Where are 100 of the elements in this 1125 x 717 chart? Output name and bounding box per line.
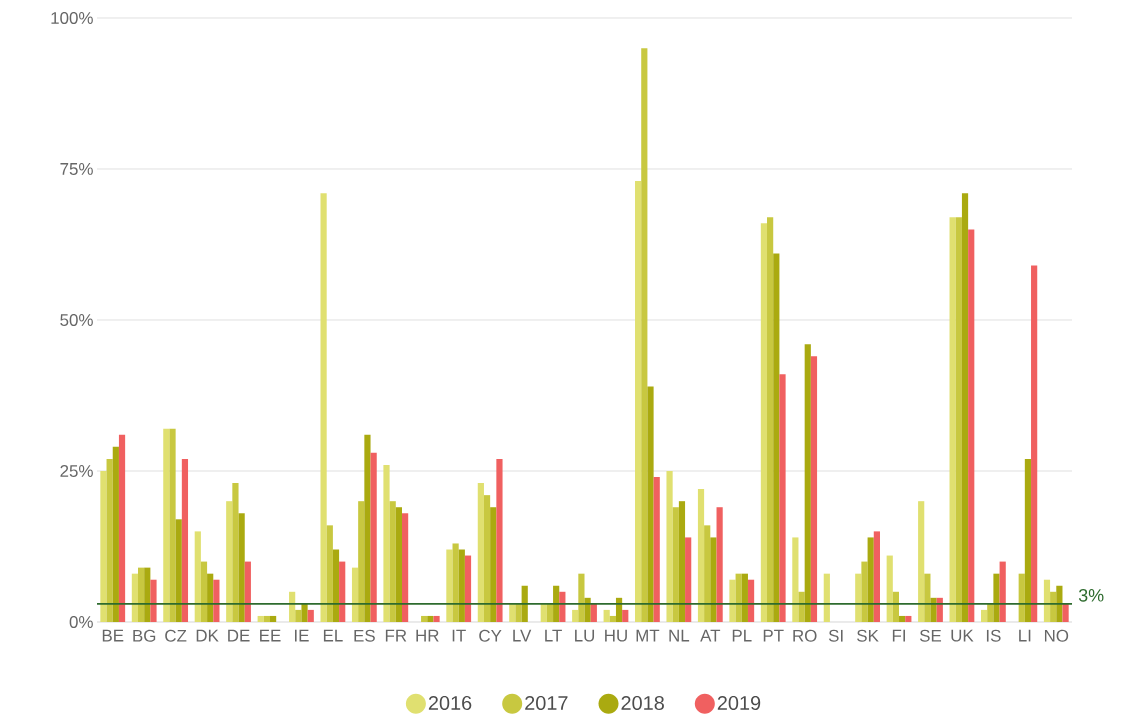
bar xyxy=(427,615,434,622)
x-tick-label: LT xyxy=(545,629,562,642)
x-tick-label: SE xyxy=(919,629,942,642)
bar xyxy=(873,531,880,622)
bar xyxy=(257,615,264,622)
bar xyxy=(181,458,189,622)
bar xyxy=(987,603,994,622)
bar xyxy=(710,537,717,622)
bar xyxy=(855,573,862,622)
bar xyxy=(226,501,233,622)
bar xyxy=(238,513,245,622)
bar xyxy=(244,561,251,622)
bar xyxy=(383,464,390,622)
bar xyxy=(760,223,768,622)
x-tick-label: IT xyxy=(452,629,466,642)
bar xyxy=(163,428,170,622)
x-tick-label: LV xyxy=(513,629,532,642)
bar xyxy=(647,386,654,622)
x-tick-label: HR xyxy=(416,629,439,642)
bar xyxy=(464,555,472,622)
bar xyxy=(968,229,975,622)
bar xyxy=(351,567,359,622)
bar xyxy=(100,470,107,622)
legend-label: 2017 xyxy=(525,695,568,711)
bar xyxy=(635,181,642,622)
bar xyxy=(521,585,528,622)
bar xyxy=(339,561,346,622)
x-tick-label: NL xyxy=(669,629,690,642)
bar xyxy=(421,615,428,622)
bar xyxy=(112,446,119,622)
bar xyxy=(747,579,755,622)
bar xyxy=(446,549,453,622)
bar xyxy=(295,609,302,622)
bar xyxy=(572,609,579,622)
bar xyxy=(578,573,585,622)
legend-label: 2019 xyxy=(717,695,761,711)
bar xyxy=(509,603,516,622)
bar xyxy=(144,567,151,622)
bar xyxy=(810,356,818,622)
x-tick-label: FR xyxy=(385,629,407,642)
x-tick-label: IS xyxy=(986,629,1001,642)
bar xyxy=(653,477,660,622)
bar xyxy=(792,537,799,622)
legend-label: 2018 xyxy=(621,695,664,711)
bar xyxy=(370,452,377,622)
bar xyxy=(949,217,956,622)
bar xyxy=(697,489,705,622)
bar xyxy=(553,585,560,622)
x-tick-label: BG xyxy=(133,629,156,642)
bar xyxy=(603,609,610,622)
legend-label: 2016 xyxy=(428,695,472,711)
bar xyxy=(1043,579,1051,622)
x-tick-label: PL xyxy=(732,629,752,642)
bar xyxy=(458,549,465,622)
bar xyxy=(477,483,484,622)
x-tick-label: SI xyxy=(828,629,843,642)
bar xyxy=(1062,603,1069,622)
bar xyxy=(1056,585,1063,622)
bar xyxy=(704,525,711,622)
bar xyxy=(515,603,522,622)
bar xyxy=(590,603,597,622)
y-tick-label: 25% xyxy=(60,464,93,477)
x-tick-label: HU xyxy=(605,629,627,642)
y-tick-label: 0% xyxy=(69,615,93,628)
y-tick-label: 50% xyxy=(60,313,93,326)
bar xyxy=(993,573,1000,622)
bar xyxy=(685,537,692,622)
bar xyxy=(263,615,270,622)
x-tick-label: RO xyxy=(793,629,817,642)
x-tick-label: DK xyxy=(196,629,219,642)
bar xyxy=(918,501,925,622)
bar xyxy=(540,603,547,622)
x-tick-label: FI xyxy=(892,629,905,642)
bar xyxy=(804,344,811,622)
bar xyxy=(1024,458,1032,622)
bar xyxy=(559,591,566,622)
x-tick-label: ES xyxy=(354,629,375,642)
bar xyxy=(496,458,503,622)
x-tick-label: LU xyxy=(575,629,595,642)
x-tick-label: CZ xyxy=(165,629,187,642)
bar xyxy=(641,48,648,622)
x-tick-label: AT xyxy=(700,629,721,642)
bar xyxy=(773,253,780,622)
bar xyxy=(886,555,893,622)
bar xyxy=(861,561,868,622)
bar xyxy=(490,507,497,622)
bar xyxy=(899,615,906,622)
bar xyxy=(320,193,327,622)
bar xyxy=(678,501,686,622)
bar xyxy=(307,609,314,622)
bar xyxy=(169,428,176,622)
x-tick-label: BE xyxy=(102,629,124,642)
bar xyxy=(666,470,673,622)
x-tick-label: EL xyxy=(323,629,343,642)
bar xyxy=(672,507,679,622)
bar xyxy=(1050,591,1057,622)
bar xyxy=(269,615,277,622)
bar xyxy=(194,531,201,622)
x-tick-label: CY xyxy=(479,629,502,642)
bar xyxy=(289,591,296,622)
